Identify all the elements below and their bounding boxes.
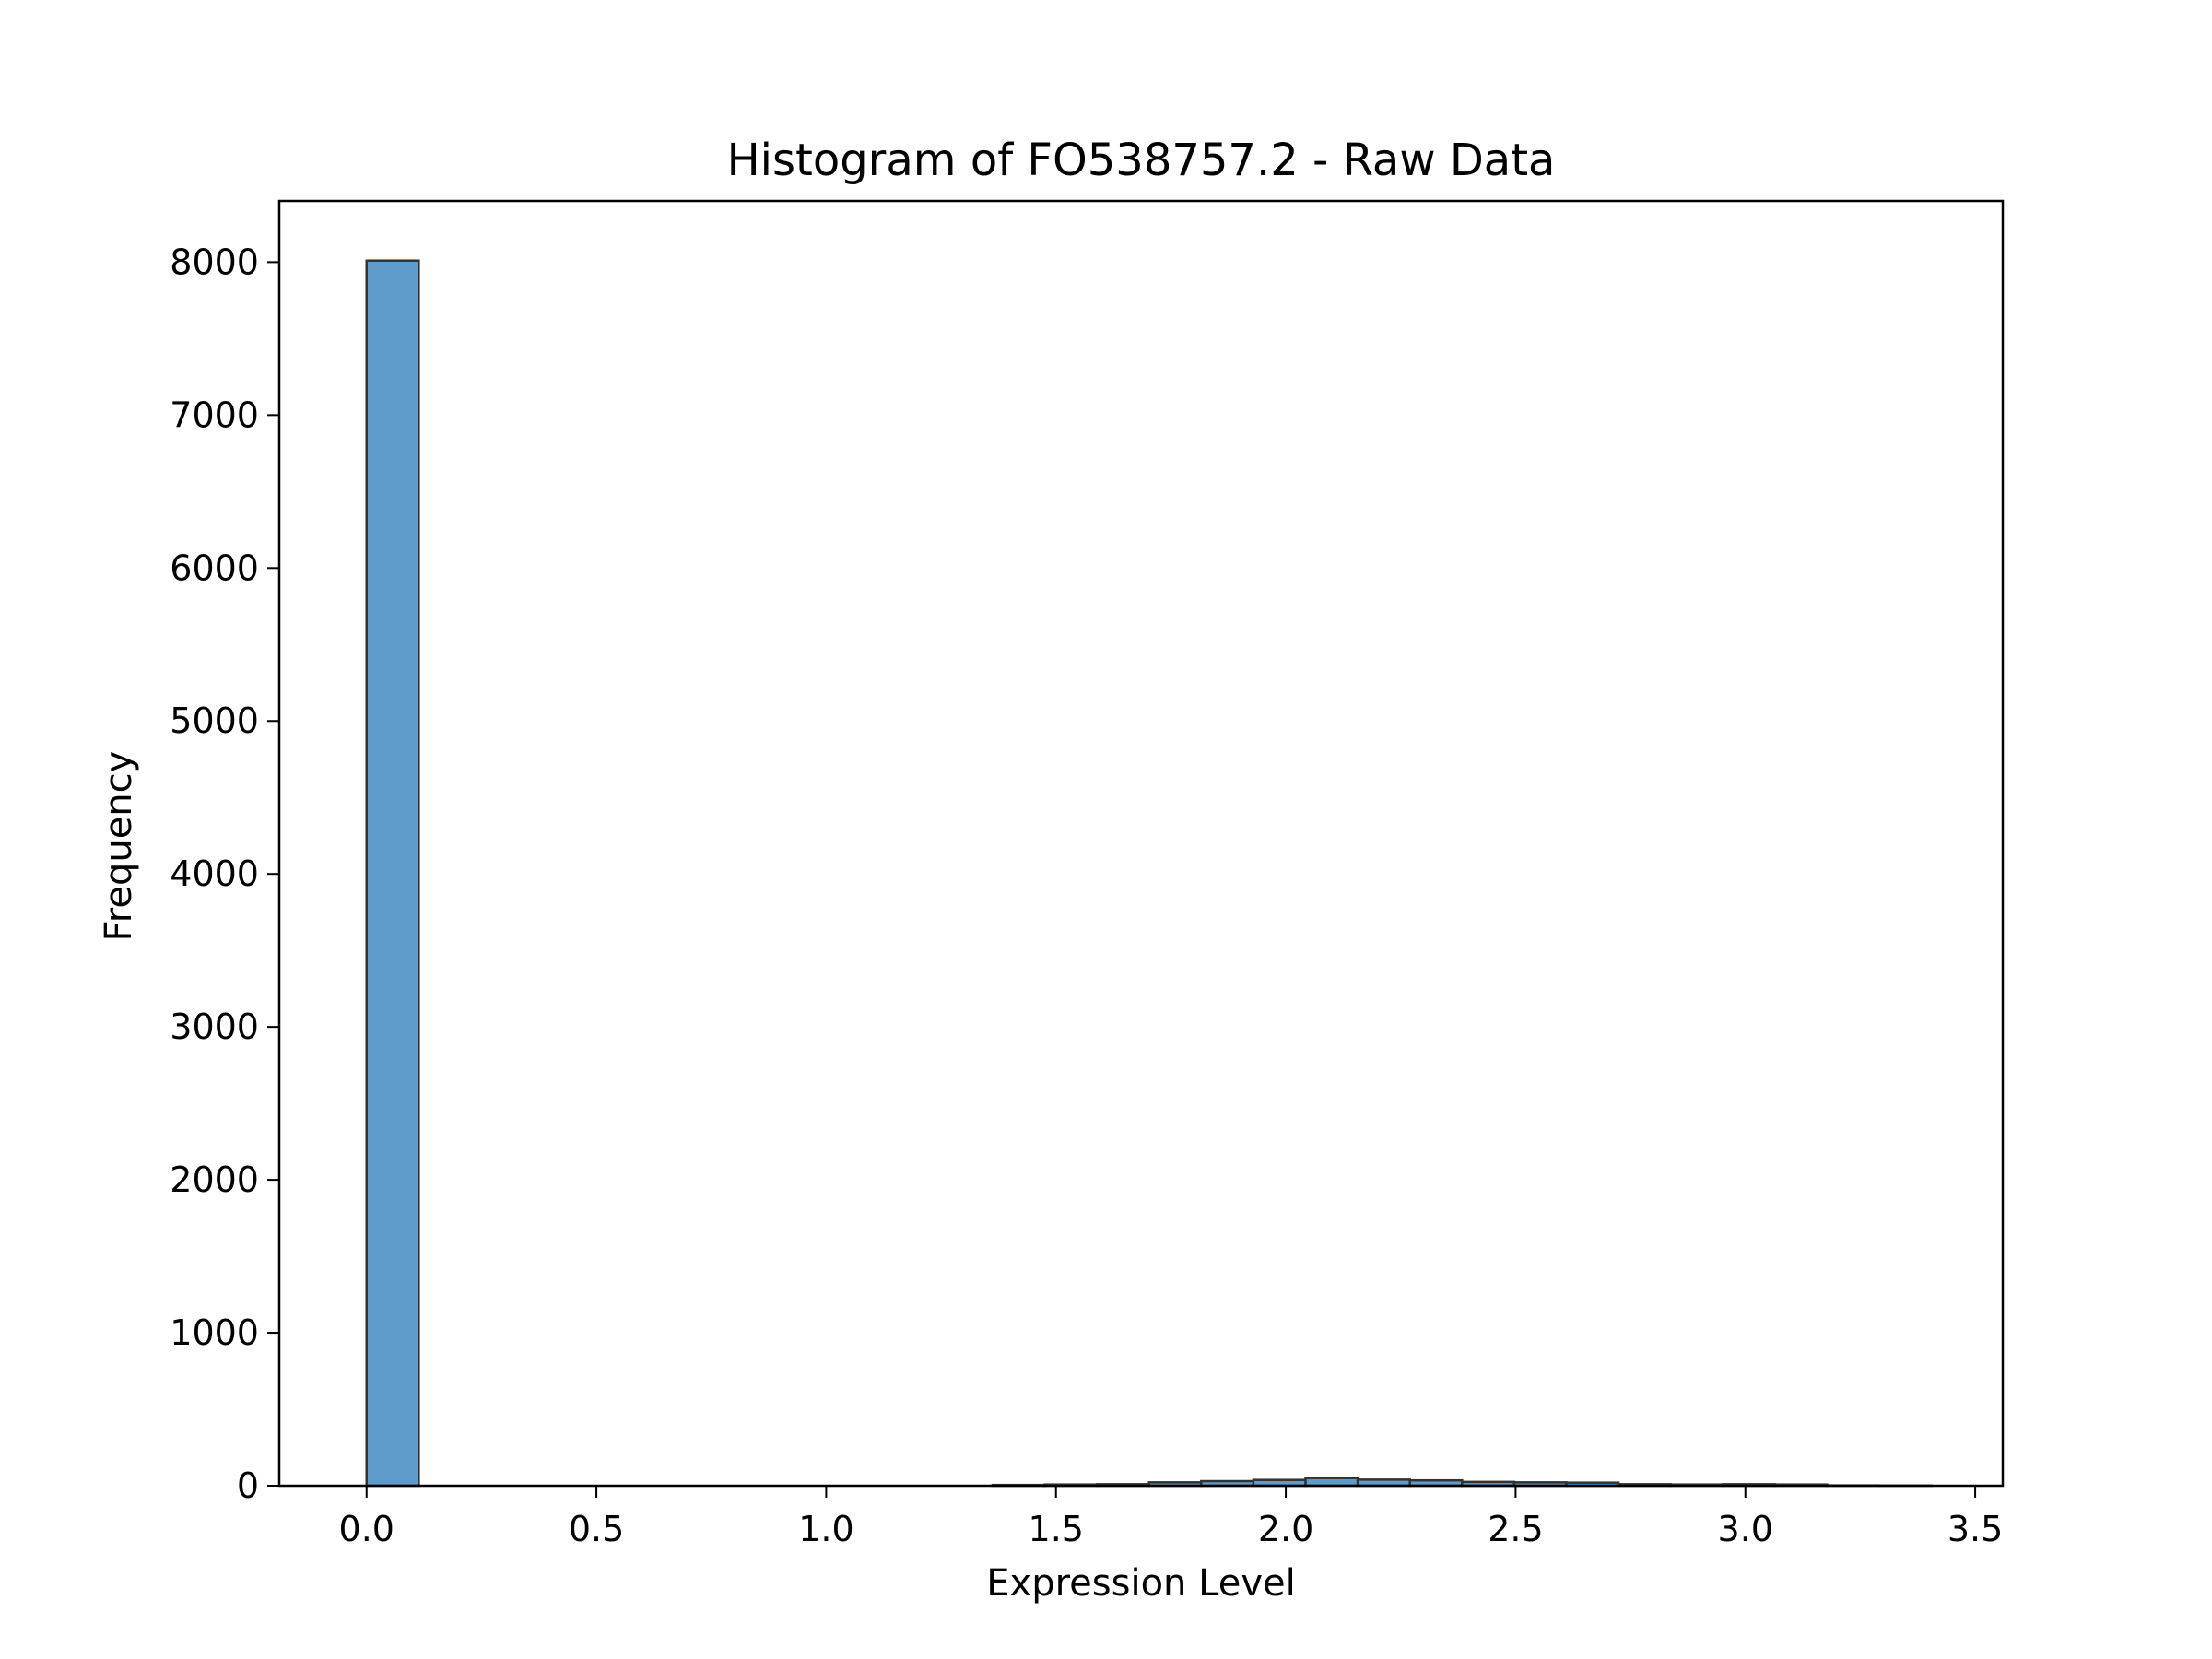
x-tick-label: 1.0 xyxy=(798,1509,853,1549)
y-tick-label: 8000 xyxy=(170,241,259,282)
x-tick-label: 2.0 xyxy=(1258,1509,1313,1549)
histogram-bar xyxy=(365,259,420,1488)
y-tick-label: 4000 xyxy=(170,853,259,894)
x-axis-ticks: 0.0 0.5 1.0 1.5 2.0 2.5 3.0 3.5 xyxy=(339,1486,2003,1549)
y-axis-ticks: 0 1000 2000 3000 4000 5000 6000 7000 8000 xyxy=(170,241,279,1506)
plot-frame xyxy=(277,199,2005,1488)
y-tick-label: 3000 xyxy=(170,1006,259,1047)
y-tick-label: 7000 xyxy=(170,394,259,435)
y-tick-label: 0 xyxy=(237,1465,259,1506)
y-axis-label: Frequency xyxy=(98,751,140,942)
y-tick-label: 6000 xyxy=(170,547,259,588)
x-tick-label: 3.5 xyxy=(1947,1509,2003,1549)
y-tick-label: 5000 xyxy=(170,700,259,741)
y-tick-label: 2000 xyxy=(170,1159,259,1200)
x-tick-label: 3.0 xyxy=(1718,1509,1773,1549)
x-tick-label: 0.5 xyxy=(569,1509,624,1549)
x-tick-label: 1.5 xyxy=(1029,1509,1084,1549)
y-tick-label: 1000 xyxy=(170,1312,259,1353)
chart-title: Histogram of FO538757.2 - Raw Data xyxy=(727,135,1556,186)
x-axis-label: Expression Level xyxy=(986,1562,1295,1605)
x-tick-label: 0.0 xyxy=(339,1509,394,1549)
x-tick-label: 2.5 xyxy=(1488,1509,1543,1549)
